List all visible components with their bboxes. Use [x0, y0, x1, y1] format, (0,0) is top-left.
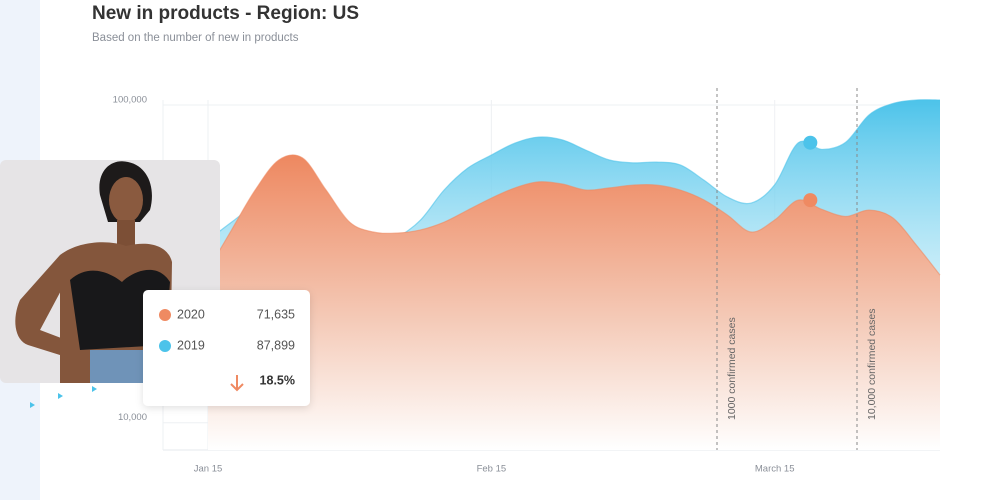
tooltip-value: 71,635	[257, 307, 295, 321]
legend-label: 2020	[177, 307, 205, 321]
x-tick-label: Feb 15	[477, 464, 507, 475]
overlay: 2020 71,635 2019 87,899 18.5%	[0, 160, 310, 408]
tooltip-card: 2020 71,635 2019 87,899 18.5%	[143, 290, 310, 406]
annotation-label: 10,000 confirmed cases	[866, 309, 878, 420]
x-tick-label: March 15	[755, 464, 795, 475]
x-tick-label: Jan 15	[194, 464, 223, 475]
legend-dot	[159, 309, 171, 321]
hover-marker	[803, 193, 818, 208]
plot: 10,000 100,000 Jan 15 Feb 15 March 15 1000 co…	[113, 88, 941, 475]
area	[208, 154, 940, 450]
hover-marker	[803, 135, 818, 150]
decor	[30, 386, 97, 408]
legend-dot	[159, 340, 171, 352]
down-arrow	[230, 375, 244, 392]
chart-title: New in products - Region: US	[92, 3, 359, 24]
y-tick-label: 10,000	[118, 412, 147, 423]
legend-label: 2019	[177, 338, 205, 352]
chart-subtitle: Based on the number of new in products	[92, 32, 299, 44]
annotation-label: 1000 confirmed cases	[726, 317, 738, 420]
change-label: 18.5%	[260, 373, 295, 387]
area-line	[207, 154, 941, 276]
y-tick-label: 100,000	[113, 95, 147, 106]
tooltip-value: 87,899	[257, 338, 295, 352]
